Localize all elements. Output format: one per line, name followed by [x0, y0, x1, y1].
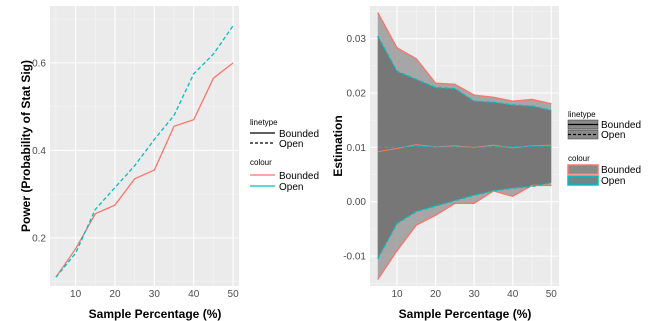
right-legend-colour-bounded: Bounded: [601, 165, 641, 176]
left-x-tick-label: 20: [109, 289, 121, 300]
left-x-tick-label: 50: [228, 289, 240, 300]
left-y-tick-labels: 0.2 0.4 0.6: [32, 58, 46, 244]
right-x-tick-labels: 10 20 30 40 50: [391, 289, 557, 300]
left-x-tick-label: 10: [70, 289, 82, 300]
left-legend-linetype-title: linetype: [250, 118, 278, 127]
right-open-lower-line: [377, 182, 552, 260]
right-legend-key-bounded-colour: [567, 164, 599, 175]
right-legend-linetype-bounded: Bounded: [601, 120, 641, 131]
left-gridlines: [50, 6, 239, 286]
right-x-tick-label: 10: [391, 289, 403, 300]
left-series-line-open: [55, 25, 234, 278]
left-legend-linetype-open: Open: [279, 139, 303, 150]
right-legend-linetype-open: Open: [601, 130, 625, 141]
right-bounded-upper-line: [377, 12, 552, 105]
right-y-tick-label: 0.00: [347, 197, 367, 208]
left-legend-colour-bounded: Bounded: [279, 171, 319, 182]
right-y-axis-title: Estimation: [331, 115, 345, 176]
right-bounded-lower-line: [377, 184, 552, 280]
left-y-tick-label: 0.2: [32, 233, 46, 244]
right-y-tick-label: 0.01: [347, 143, 367, 154]
left-y-tick-label: 0.4: [32, 146, 46, 157]
right-x-tick-label: 40: [507, 289, 519, 300]
right-x-tick-label: 50: [546, 289, 558, 300]
right-y-tick-labels: -0.01 0.00 0.01 0.02 0.03: [343, 34, 366, 262]
left-series-lines: [55, 25, 234, 278]
right-legend-linetype-title: linetype: [568, 110, 596, 119]
right-x-tick-label: 20: [430, 289, 442, 300]
right-legend-colour-title: colour: [568, 154, 590, 163]
right-open-upper-line: [377, 35, 552, 112]
right-x-tick-label: 30: [469, 289, 481, 300]
right-y-tick-label: 0.02: [347, 88, 367, 99]
left-x-axis-title: Sample Percentage (%): [89, 307, 222, 321]
right-y-tick-label: -0.01: [343, 252, 366, 263]
left-y-tick-label: 0.6: [32, 58, 46, 69]
left-x-tick-label: 40: [188, 289, 200, 300]
left-legend: linetype Bounded Open colour Bounded Ope…: [250, 118, 319, 193]
right-series-bands: [377, 12, 552, 280]
right-legend: linetype Bounded Open colour Bounded Ope…: [567, 110, 641, 187]
right-legend-key-open-colour: [567, 175, 599, 186]
right-legend-colour-open: Open: [601, 176, 625, 187]
right-y-tick-label: 0.03: [347, 34, 367, 45]
left-legend-colour-open: Open: [279, 182, 303, 193]
left-x-tick-labels: 10 20 30 40 50: [70, 289, 239, 300]
left-y-axis-title: Power (Probability of Stat Sig): [19, 60, 33, 232]
right-open-mid-line: [377, 145, 552, 148]
right-x-axis-title: Sample Percentage (%): [399, 307, 532, 321]
left-legend-linetype-bounded: Bounded: [279, 129, 319, 140]
left-x-tick-label: 30: [149, 289, 161, 300]
left-legend-colour-title: colour: [250, 158, 272, 167]
